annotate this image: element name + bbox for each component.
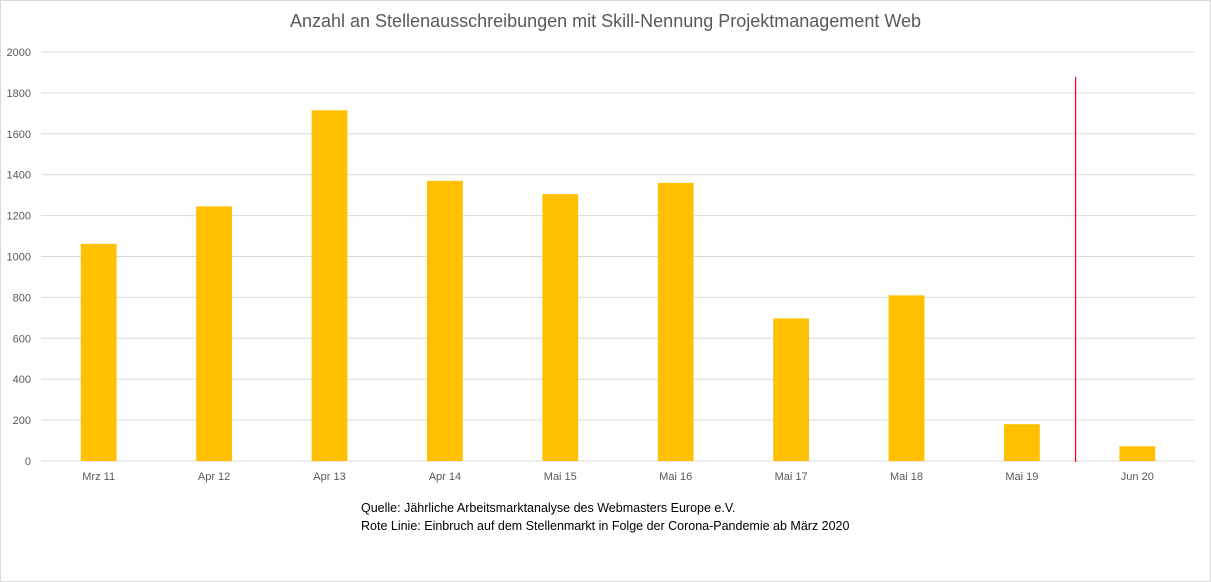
x-tick-label: Apr 13 [313, 471, 345, 483]
bar [80, 243, 117, 461]
x-tick-label: Mai 17 [775, 471, 808, 483]
bar [427, 180, 463, 461]
bar [311, 110, 348, 461]
chart-notes: Quelle: Jährliche Arbeitsmarktanalyse de… [361, 499, 849, 535]
x-axis-ticks: Mrz 11 Apr 12 Apr 13 Apr 14 Mai 15 Mai 16 Mai … [82, 471, 1154, 483]
x-tick-label: Mai 15 [544, 471, 577, 483]
y-tick-label: 400 [13, 374, 31, 386]
bar [773, 318, 809, 461]
red-line-note: Rote Linie: Einbruch auf dem Stellenmark… [361, 519, 850, 533]
y-tick-label: 2000 [7, 47, 31, 59]
grid-lines [41, 51, 1195, 462]
bar [1119, 446, 1156, 461]
bar [1004, 424, 1040, 461]
y-tick-label: 600 [13, 333, 31, 345]
bar [542, 194, 579, 461]
y-tick-label: 1400 [7, 170, 31, 182]
source-note: Quelle: Jährliche Arbeitsmarktanalyse de… [361, 501, 736, 515]
x-tick-label: Mai 19 [1005, 471, 1038, 483]
bar [196, 206, 232, 461]
x-tick-label: Jun 20 [1121, 471, 1154, 483]
x-tick-label: Mai 18 [890, 471, 923, 483]
y-tick-label: 1600 [7, 129, 31, 141]
x-tick-label: Apr 12 [198, 471, 230, 483]
y-tick-label: 0 [25, 456, 31, 468]
y-tick-label: 200 [13, 415, 31, 427]
x-tick-label: Mai 16 [659, 471, 692, 483]
x-tick-label: Mrz 11 [82, 471, 115, 483]
y-tick-label: 1000 [7, 252, 31, 264]
y-axis-ticks: 0 200 400 600 800 1000 1200 1400 1600 1800 2000 [7, 47, 31, 468]
y-tick-label: 1200 [7, 211, 31, 223]
y-tick-label: 800 [13, 292, 31, 304]
x-tick-label: Apr 14 [429, 471, 461, 483]
bar [888, 295, 925, 461]
chart-title: Anzahl an Stellenausschreibungen mit Ski… [289, 11, 922, 31]
bars [80, 110, 1156, 461]
bar [657, 182, 694, 461]
y-tick-label: 1800 [7, 88, 31, 100]
